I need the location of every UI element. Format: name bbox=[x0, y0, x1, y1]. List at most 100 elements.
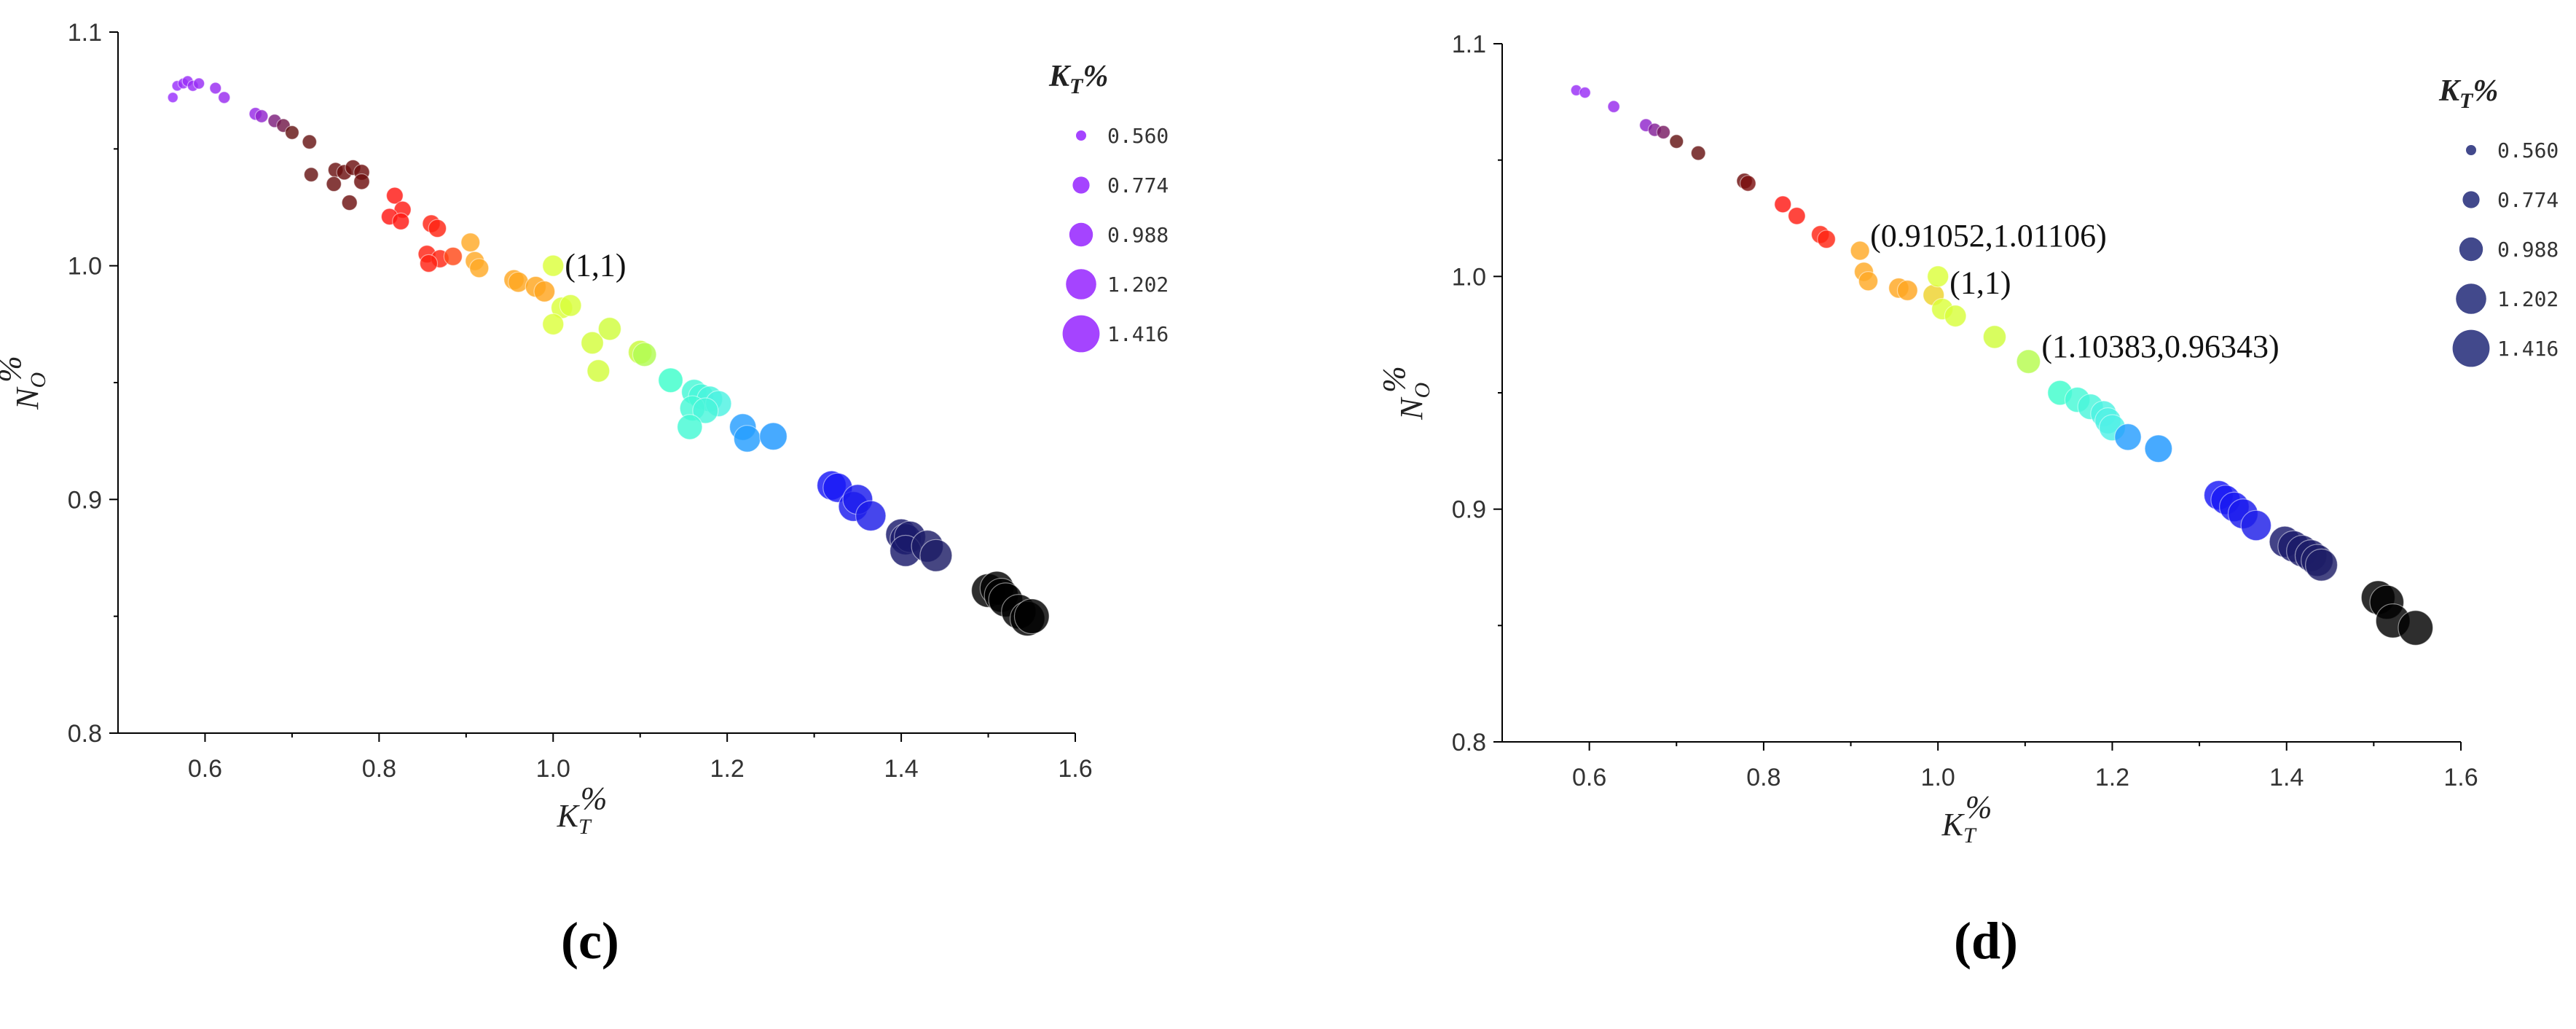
scatter-point bbox=[2398, 610, 2434, 646]
scatter-point bbox=[2114, 423, 2142, 451]
x-axis-title-sub: T bbox=[1963, 823, 1977, 848]
scatter-point bbox=[919, 539, 953, 572]
y-axis-title-suffix: % bbox=[1376, 366, 1412, 393]
scatter-point bbox=[1774, 195, 1792, 214]
scatter-point bbox=[1896, 280, 1918, 301]
chart-panel-d: 0.6 0.8 1.0 1.2 1.4 1.6 0.8 0.9 1.0 1.1 KT% NO% (0.9… bbox=[1288, 0, 2576, 1029]
scatter-point bbox=[1850, 240, 1870, 261]
scatter-point bbox=[1858, 271, 1879, 292]
legend-entry-label: 1.202 bbox=[1107, 273, 1169, 297]
scatter-point bbox=[460, 232, 481, 253]
legend-entry-label: 0.560 bbox=[2497, 138, 2559, 163]
legend-title-sub: T bbox=[2459, 89, 2474, 113]
legend-title-suffix: % bbox=[2473, 74, 2498, 108]
scatter-point bbox=[692, 397, 719, 424]
scatter-point bbox=[1656, 125, 1671, 140]
panel-label-c: (c) bbox=[561, 912, 619, 970]
scatter-point bbox=[254, 109, 269, 123]
scatter-point bbox=[443, 246, 463, 266]
scatter-point bbox=[855, 500, 887, 532]
scatter-chart-c: 0.60.81.01.21.41.60.80.91.01.1KT%NO%(1,1… bbox=[0, 19, 1169, 839]
legend-marker bbox=[2456, 283, 2486, 314]
legend-marker bbox=[1069, 222, 1093, 247]
scatter-point bbox=[2144, 434, 2173, 463]
x-axis-title-main: K bbox=[1941, 807, 1966, 842]
x-axis-title: KT% bbox=[1941, 789, 1992, 848]
legend-marker bbox=[1062, 315, 1100, 353]
scatter-point bbox=[1788, 206, 1806, 225]
y-axis-title: NO% bbox=[1376, 366, 1434, 420]
scatter-point bbox=[597, 317, 622, 341]
x-tick-label: 1.0 bbox=[536, 755, 570, 783]
scatter-point bbox=[209, 82, 222, 95]
scatter-point bbox=[759, 422, 788, 451]
x-axis-title-sub: T bbox=[578, 815, 592, 839]
legend-title-main: K bbox=[1048, 60, 1072, 93]
y-tick-label: 0.8 bbox=[1452, 729, 1486, 756]
point-annotation: (0.91052,1.01106) bbox=[1870, 218, 2107, 254]
scatter-points bbox=[1570, 84, 2434, 646]
x-axis-title: KT% bbox=[557, 780, 608, 839]
legend-entry-label: 0.560 bbox=[1107, 124, 1169, 148]
legend-marker bbox=[2452, 329, 2490, 367]
x-axis-title-suffix: % bbox=[1966, 789, 1992, 825]
scatter-point bbox=[559, 294, 582, 317]
point-annotation: (1,1) bbox=[1949, 265, 2011, 300]
y-axis-title-suffix: % bbox=[0, 356, 28, 383]
chart-panel-c: 0.60.81.01.21.41.60.80.91.01.1KT%NO%(1,1… bbox=[0, 19, 1169, 970]
y-tick-label: 1.1 bbox=[68, 19, 102, 47]
scatter-point bbox=[192, 77, 205, 90]
x-tick-label: 1.2 bbox=[2095, 764, 2129, 791]
x-tick-label: 1.4 bbox=[884, 755, 918, 783]
scatter-point bbox=[341, 194, 358, 211]
x-tick-label: 1.2 bbox=[710, 755, 745, 783]
legend-marker bbox=[2462, 191, 2480, 208]
scatter-point bbox=[733, 425, 761, 453]
scatter-point bbox=[542, 313, 565, 335]
legend-entry-label: 0.774 bbox=[2497, 188, 2559, 212]
point-annotation: (1.10383,0.96343) bbox=[2041, 329, 2279, 364]
legend-entry-label: 0.988 bbox=[2497, 238, 2559, 262]
scatter-point bbox=[428, 219, 447, 238]
scatter-point bbox=[167, 92, 178, 103]
legend-marker bbox=[2459, 237, 2483, 262]
legend-title-suffix: % bbox=[1083, 60, 1108, 93]
scatter-point bbox=[385, 187, 404, 205]
legend-title-main: K bbox=[2438, 74, 2462, 108]
x-tick-label: 0.8 bbox=[1746, 764, 1780, 791]
x-tick-label: 0.6 bbox=[188, 755, 222, 783]
x-axis-title-main: K bbox=[557, 798, 581, 834]
scatter-point bbox=[1944, 305, 1967, 328]
legend-entry-label: 1.416 bbox=[2497, 337, 2559, 361]
scatter-point bbox=[284, 125, 299, 140]
y-axis-title-main: N bbox=[9, 386, 45, 410]
scatter-point bbox=[1817, 230, 1836, 249]
y-tick-label: 1.0 bbox=[68, 253, 102, 281]
y-axis-title-main: N bbox=[1394, 396, 1429, 420]
y-tick-label: 1.1 bbox=[1452, 31, 1486, 58]
scatter-point bbox=[2305, 548, 2339, 582]
scatter-point bbox=[677, 414, 703, 440]
scatter-point bbox=[218, 91, 231, 104]
y-tick-label: 0.9 bbox=[68, 486, 102, 514]
legend-title: KT% bbox=[1048, 60, 1108, 98]
y-axis-title-sub: O bbox=[26, 372, 50, 388]
y-axis-title-sub: O bbox=[1410, 383, 1434, 399]
scatter-point bbox=[302, 134, 318, 150]
scatter-point bbox=[1927, 265, 1949, 288]
scatter-point bbox=[586, 359, 610, 383]
scatter-point bbox=[658, 367, 683, 394]
scatter-point bbox=[1013, 598, 1050, 635]
scatter-point bbox=[469, 258, 490, 278]
scatter-point bbox=[533, 281, 556, 302]
legend-entry-label: 1.202 bbox=[2497, 287, 2559, 311]
scatter-point bbox=[542, 254, 565, 277]
legend-marker bbox=[1066, 269, 1096, 300]
scatter-point bbox=[1982, 325, 2007, 349]
scatter-point bbox=[392, 212, 410, 230]
scatter-point bbox=[1690, 145, 1706, 161]
scatter-chart-d: 0.6 0.8 1.0 1.2 1.4 1.60.80.91.01.1KT%NO%(0.9… bbox=[1376, 31, 2559, 848]
x-tick-label: 1.6 bbox=[2443, 764, 2478, 791]
legend-title: KT% bbox=[2438, 74, 2498, 113]
y-axis-title: NO% bbox=[0, 356, 50, 410]
